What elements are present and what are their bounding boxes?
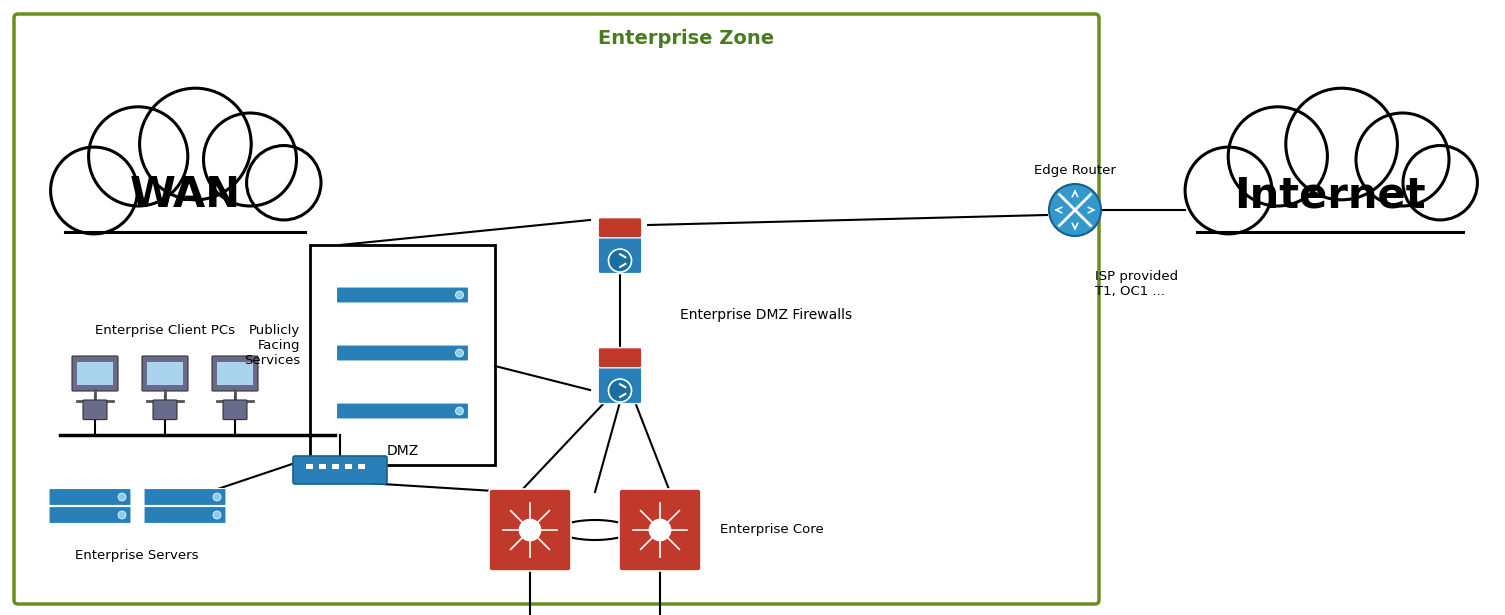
Circle shape bbox=[456, 291, 464, 299]
Circle shape bbox=[608, 249, 632, 272]
Circle shape bbox=[140, 88, 251, 200]
Circle shape bbox=[456, 407, 464, 415]
FancyBboxPatch shape bbox=[72, 356, 117, 391]
FancyBboxPatch shape bbox=[619, 489, 701, 571]
FancyBboxPatch shape bbox=[50, 507, 131, 523]
FancyBboxPatch shape bbox=[597, 347, 641, 368]
FancyBboxPatch shape bbox=[597, 218, 641, 238]
FancyBboxPatch shape bbox=[223, 400, 247, 419]
FancyBboxPatch shape bbox=[597, 362, 641, 403]
Text: Enterprise DMZ Firewalls: Enterprise DMZ Firewalls bbox=[680, 308, 852, 322]
FancyBboxPatch shape bbox=[318, 463, 327, 469]
Circle shape bbox=[117, 493, 126, 501]
Text: Enterprise Zone: Enterprise Zone bbox=[599, 28, 775, 47]
FancyBboxPatch shape bbox=[310, 245, 495, 465]
Circle shape bbox=[1049, 184, 1102, 236]
Circle shape bbox=[1228, 107, 1327, 206]
Circle shape bbox=[247, 146, 321, 220]
Text: Edge Router: Edge Router bbox=[1034, 164, 1115, 177]
Text: Publicly
Facing
Services: Publicly Facing Services bbox=[244, 323, 299, 367]
FancyBboxPatch shape bbox=[337, 345, 468, 361]
FancyBboxPatch shape bbox=[147, 362, 184, 386]
Circle shape bbox=[608, 379, 632, 402]
Circle shape bbox=[89, 107, 188, 206]
Text: WAN: WAN bbox=[129, 174, 241, 216]
FancyBboxPatch shape bbox=[141, 356, 188, 391]
FancyBboxPatch shape bbox=[337, 403, 468, 419]
FancyBboxPatch shape bbox=[357, 463, 366, 469]
FancyBboxPatch shape bbox=[331, 463, 339, 469]
FancyBboxPatch shape bbox=[293, 456, 387, 484]
FancyBboxPatch shape bbox=[306, 463, 313, 469]
FancyBboxPatch shape bbox=[597, 232, 641, 274]
Text: DMZ: DMZ bbox=[387, 444, 418, 458]
FancyBboxPatch shape bbox=[217, 362, 253, 386]
FancyBboxPatch shape bbox=[77, 362, 113, 386]
Text: ISP provided
T1, OC1 ...: ISP provided T1, OC1 ... bbox=[1096, 270, 1178, 298]
Circle shape bbox=[1403, 146, 1478, 220]
FancyBboxPatch shape bbox=[345, 463, 352, 469]
Circle shape bbox=[1356, 113, 1449, 206]
Circle shape bbox=[456, 349, 464, 357]
Text: Enterprise Servers: Enterprise Servers bbox=[75, 549, 199, 561]
Circle shape bbox=[649, 519, 671, 541]
FancyBboxPatch shape bbox=[144, 507, 226, 523]
Circle shape bbox=[214, 493, 221, 501]
Circle shape bbox=[1184, 147, 1272, 234]
Circle shape bbox=[117, 511, 126, 519]
Circle shape bbox=[51, 147, 137, 234]
FancyBboxPatch shape bbox=[50, 488, 131, 506]
FancyBboxPatch shape bbox=[83, 400, 107, 419]
Circle shape bbox=[1285, 88, 1398, 200]
FancyBboxPatch shape bbox=[154, 400, 178, 419]
FancyBboxPatch shape bbox=[144, 488, 226, 506]
Circle shape bbox=[203, 113, 296, 206]
Text: Internet: Internet bbox=[1234, 174, 1425, 216]
FancyBboxPatch shape bbox=[337, 287, 468, 303]
Text: Enterprise Client PCs: Enterprise Client PCs bbox=[95, 323, 235, 336]
FancyBboxPatch shape bbox=[489, 489, 570, 571]
Circle shape bbox=[214, 511, 221, 519]
FancyBboxPatch shape bbox=[1196, 167, 1463, 232]
FancyBboxPatch shape bbox=[14, 14, 1099, 604]
Circle shape bbox=[519, 519, 540, 541]
FancyBboxPatch shape bbox=[65, 167, 304, 232]
Text: Enterprise Core: Enterprise Core bbox=[719, 523, 823, 536]
FancyBboxPatch shape bbox=[212, 356, 257, 391]
